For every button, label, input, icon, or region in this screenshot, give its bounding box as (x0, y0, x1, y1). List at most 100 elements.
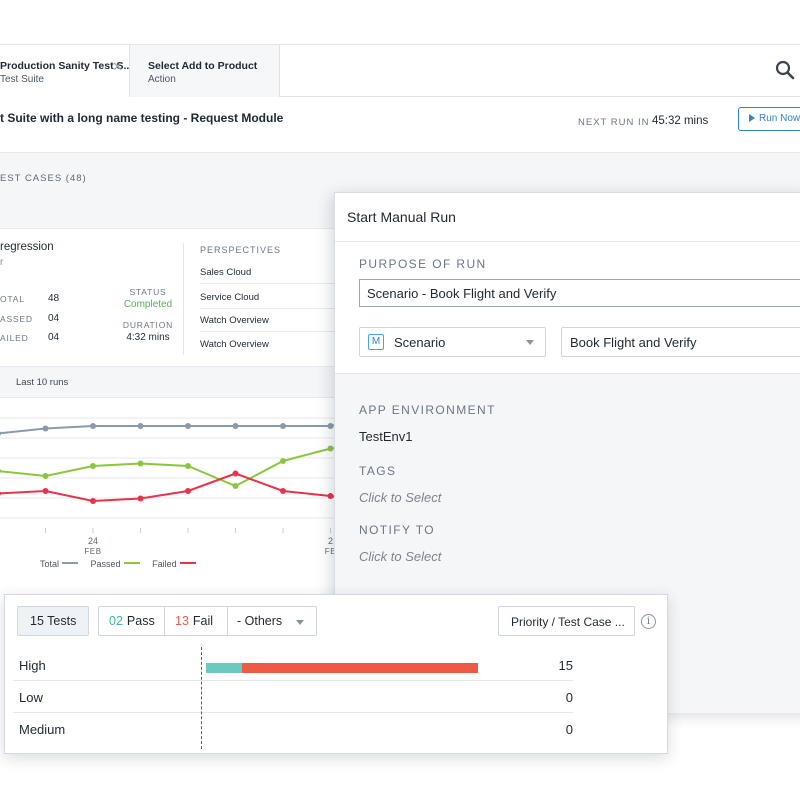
data-point-total (137, 423, 144, 429)
tab-title: Production Sanity Test S... (0, 60, 133, 72)
chart-header: Last 10 runs (0, 366, 340, 398)
data-point-passed (185, 463, 191, 469)
tab-production-sanity[interactable]: Production Sanity Test S... Test Suite ✕ (0, 45, 133, 97)
fail-filter[interactable]: 13 Fail (165, 607, 228, 635)
stat-passed-value: 04 (48, 313, 60, 324)
x-tick-label-month: FEB (84, 547, 101, 556)
data-point-failed (137, 495, 144, 502)
legend-label: Passed (90, 559, 121, 569)
data-point-total (327, 423, 334, 429)
perspective-item[interactable]: Service Cloud (200, 286, 340, 309)
chevron-down-icon (296, 620, 304, 625)
pass-filter[interactable]: 02 Pass (99, 607, 165, 635)
data-point-failed (232, 470, 239, 477)
data-point-passed (327, 445, 334, 452)
scenario-input[interactable]: Book Flight and Verify (561, 327, 800, 357)
data-point-passed (90, 463, 96, 469)
env-label: APP ENVIRONMENT (359, 403, 496, 417)
data-point-failed (327, 493, 334, 499)
data-point-passed (232, 483, 239, 489)
data-point-failed (0, 491, 1, 496)
pass-label: Pass (126, 614, 155, 628)
x-tick-label-day: 2 (328, 536, 333, 546)
env-value[interactable]: TestEnv1 (359, 429, 413, 444)
perspective-item[interactable]: Watch Overview (200, 309, 340, 332)
tab-select-add-to-product[interactable]: Select Add to Product Action (130, 45, 280, 97)
group-by-select[interactable]: Priority / Test Case ... (498, 606, 635, 636)
row-label: Medium (19, 722, 66, 737)
tab-subtitle: Test Suite (0, 74, 44, 85)
data-point-total (42, 425, 49, 432)
data-point-passed (137, 460, 144, 467)
axis-divider (201, 647, 202, 749)
next-run-label: NEXT RUN IN (578, 117, 650, 128)
x-tick-label-day: 24 (88, 536, 98, 546)
run-name: regression (0, 241, 54, 253)
stat-failed-value: 04 (48, 332, 60, 343)
duration-value: 4:32 mins (126, 332, 170, 343)
row-count: 0 (565, 690, 573, 705)
legend-item-passed: Passed (91, 559, 140, 569)
breakdown-row-medium[interactable]: Medium 0 (13, 713, 573, 745)
others-filter[interactable]: - Others (228, 607, 316, 635)
breakdown-row-low[interactable]: Low 0 (13, 681, 573, 713)
chart-range-label[interactable]: Last 10 runs (16, 377, 69, 388)
divider (335, 241, 800, 242)
chevron-down-icon (526, 340, 534, 345)
run-name-sub: r (0, 257, 4, 268)
data-point-total (280, 423, 286, 429)
close-icon[interactable]: ✕ (112, 59, 123, 74)
purpose-input[interactable]: Scenario - Book Flight and Verify (359, 279, 800, 307)
suite-header: t Suite with a long name testing - Reque… (0, 97, 800, 153)
search-icon[interactable] (774, 59, 796, 81)
stat-total-value: 48 (48, 293, 60, 304)
type-badge: M (368, 334, 384, 350)
status-filter-group: 02 Pass 13 Fail - Others (98, 606, 317, 636)
perspective-item[interactable]: Watch Overview (200, 339, 269, 350)
info-icon[interactable]: i (641, 614, 656, 629)
status-value: Completed (123, 299, 173, 310)
perspectives-label: PERSPECTIVES (200, 245, 282, 255)
fail-label: Fail (192, 614, 214, 628)
next-run-countdown: 45:32 mins (652, 115, 709, 127)
tab-bar: Production Sanity Test S... Test Suite ✕… (0, 45, 800, 97)
series-line-total (0, 422, 340, 435)
tab-subtitle: Action (148, 74, 176, 85)
run-now-label: Run Now (759, 113, 800, 124)
data-point-failed (280, 488, 286, 494)
tags-label: TAGS (359, 464, 397, 478)
run-trend-chart: Last 10 runs 24 FEB 2 FE Total Passed Faile… (0, 366, 340, 586)
fail-bar (242, 663, 478, 673)
test-breakdown-card: 15 Tests 02 Pass 13 Fail - Others Priority… (4, 594, 668, 754)
notify-label: NOTIFY TO (359, 523, 435, 537)
tab-title: Select Add to Product (148, 60, 258, 72)
run-type-select[interactable]: M Scenario (359, 327, 546, 357)
status-label: STATUS (129, 287, 167, 297)
notify-select[interactable]: Click to Select (359, 549, 442, 564)
breakdown-row-high[interactable]: High 15 (13, 649, 573, 681)
pass-bar (206, 663, 243, 673)
legend-item-failed: Failed (152, 559, 196, 569)
row-label: High (19, 658, 46, 673)
purpose-label: PURPOSE OF RUN (359, 257, 487, 271)
chart-legend: Total Passed Failed (40, 559, 206, 569)
row-label: Low (19, 690, 43, 705)
legend-item-total: Total (40, 559, 79, 569)
stat-passed-label: ASSED (0, 314, 33, 324)
data-point-passed (42, 473, 49, 479)
data-point-total (185, 423, 191, 429)
test-cases-count-label: EST CASES (48) (0, 173, 87, 184)
all-tests-filter[interactable]: 15 Tests (17, 606, 89, 636)
data-point-total (90, 423, 96, 429)
panel-title: Start Manual Run (347, 209, 456, 225)
fail-count: 13 (175, 614, 189, 628)
data-point-total (232, 423, 239, 429)
legend-label: Failed (152, 559, 177, 569)
row-count: 0 (565, 722, 573, 737)
perspective-item[interactable]: Sales Cloud (200, 261, 340, 284)
run-now-button[interactable]: Run Now (738, 107, 800, 131)
data-point-failed (185, 488, 191, 494)
tags-select[interactable]: Click to Select (359, 490, 442, 505)
run-summary: regression r OTAL 48 ASSED 04 AILED 04 S… (0, 229, 340, 366)
legend-swatch (123, 562, 140, 564)
